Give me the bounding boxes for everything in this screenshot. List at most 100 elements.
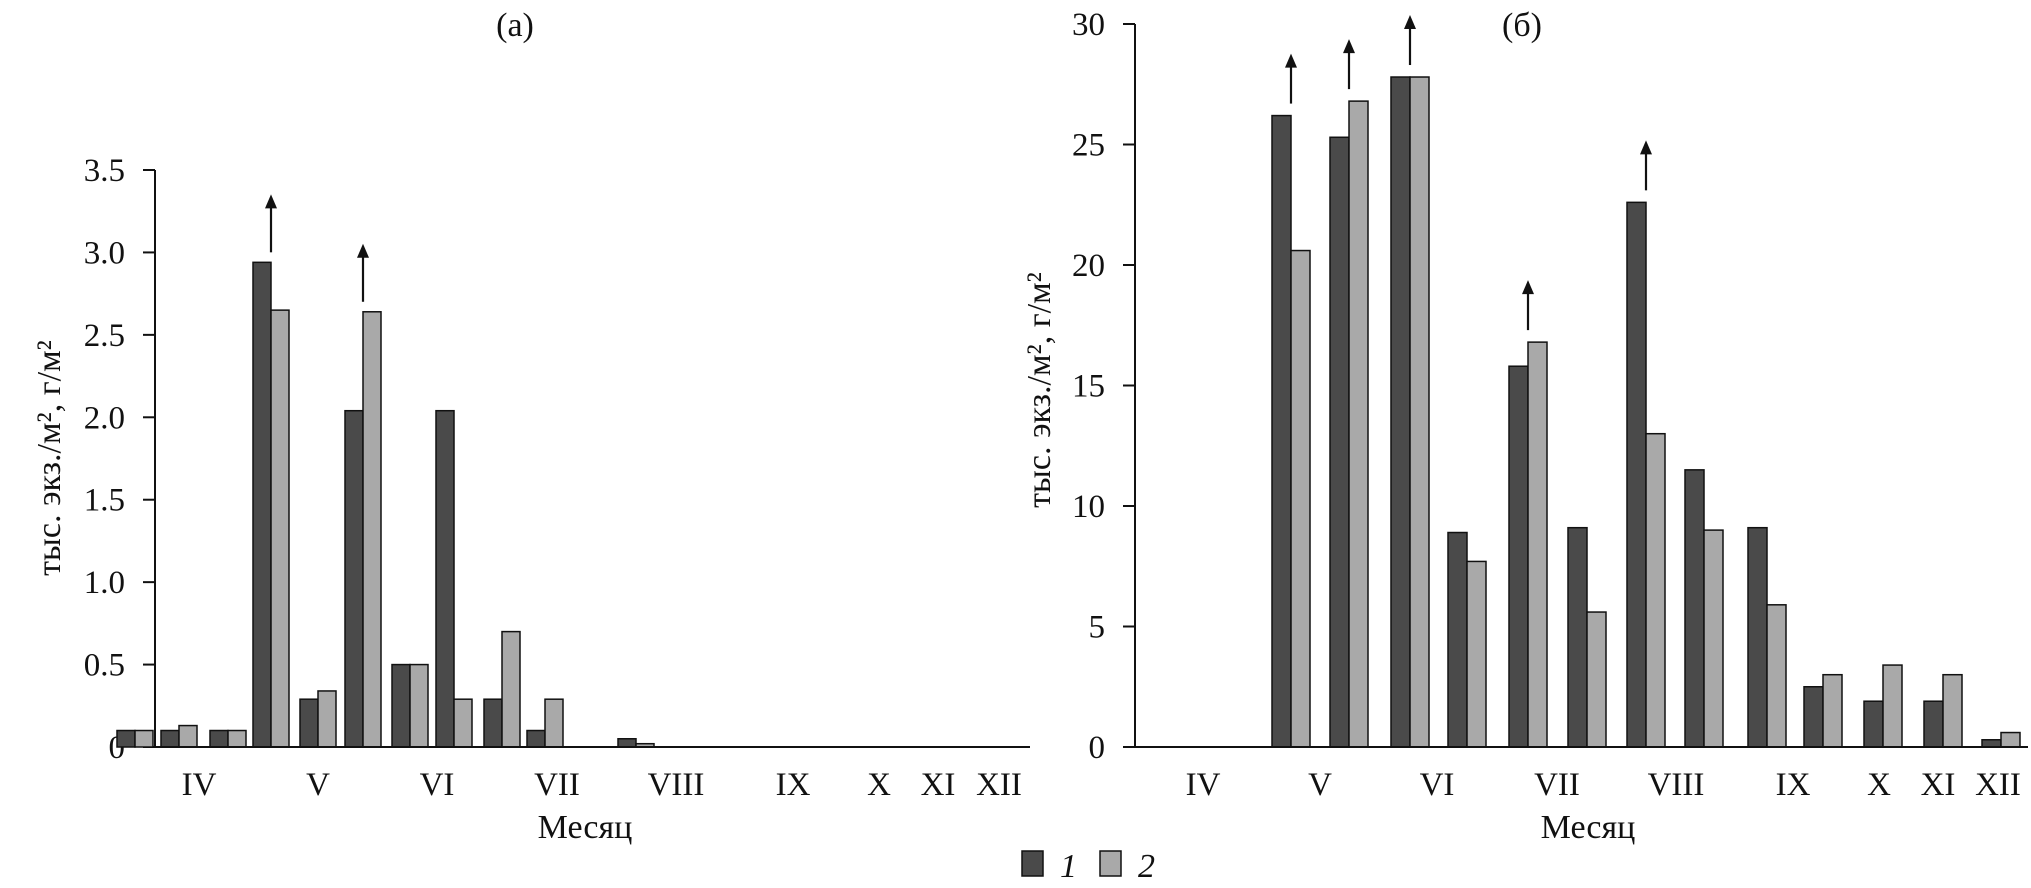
y-tick-label: 3.0 [84,235,125,271]
panel-a-arrows [265,194,369,302]
x-tick-label: VI [1420,767,1455,803]
bar-series-2 [1645,432,1666,748]
panel-b-arrows [1285,15,1652,331]
x-tick-label: VII [534,767,580,803]
x-tick-label: VIII [1648,767,1705,803]
y-tick-label: 2.5 [84,318,125,354]
x-tick-label: IV [1186,767,1221,803]
y-tick-label: 3.5 [84,153,125,189]
bar-series-1 [1981,739,2002,748]
bar-series-1 [1447,531,1468,748]
bar-series-2 [1466,560,1487,748]
y-tick-label: 0.5 [84,648,125,684]
bar-series-1 [1390,76,1411,748]
bar-series-1 [1747,526,1768,748]
bar-series-1 [1329,136,1350,748]
panel-a-x-axis-label: Месяц [538,809,633,846]
bar-series-1 [209,729,229,748]
y-tick-label: 15 [1072,369,1105,405]
bar-series-2 [317,690,337,748]
bar-series-1 [1863,700,1884,748]
bar-series-1 [1684,469,1705,748]
arrow-head [1343,39,1355,54]
y-tick-label: 2.0 [84,400,125,436]
y-tick-label: 1.5 [84,483,125,519]
panel-b-title: (б) [1502,7,1542,44]
arrow-head [265,194,277,209]
y-tick-label: 10 [1072,489,1105,525]
x-tick-label: V [306,767,330,803]
y-tick-label: 5 [1089,610,1106,646]
x-tick-label: VII [1534,767,1580,803]
bar-series-2 [2000,731,2021,748]
bar-series-2 [134,729,154,748]
bar-series-2 [1882,664,1903,748]
panel-a-y-axis-label: тыс. экз./м², г/м² [31,340,68,576]
bar-series-2 [409,663,429,748]
panel-a-x-axis-ticks: IV V VI VII VIII IX X XI XII [182,767,1022,803]
bar-series-2 [178,724,198,748]
arrow-head [357,243,369,258]
chart-panel-b: (б) 0 5 10 15 20 25 30 IV V VI VII VIII IX X XI XII Ме… [1021,7,2028,846]
bar-series-2 [1586,611,1607,748]
bar-series-2 [1766,604,1787,748]
x-tick-label: XI [1921,767,1956,803]
panel-a-y-axis-ticks: 00.51.01.52.02.53.03.5 [84,153,155,766]
arrow-head [1640,140,1652,155]
bar-series-1 [299,698,319,748]
bar-series-2 [544,698,564,748]
x-tick-label: VI [420,767,455,803]
bar-series-1 [1803,686,1824,748]
y-tick-label: 0 [1089,730,1106,766]
panel-b-y-axis-ticks: 0 5 10 15 20 25 30 [1072,7,1135,766]
bar-series-1 [160,729,180,748]
bar-series-2 [1290,249,1311,748]
bar-series-2 [362,311,382,748]
bar-series-1 [1626,201,1647,748]
legend-swatch-series-1 [1021,850,1044,877]
x-tick-label: IX [1776,767,1811,803]
y-tick-label: 20 [1072,248,1105,284]
legend-label-series-1: 1 [1060,848,1077,885]
bar-series-1 [617,738,637,748]
x-tick-label: IV [182,767,217,803]
bar-series-1 [252,261,272,748]
bar-series-2 [1348,100,1369,748]
panel-a-title: (а) [496,7,534,44]
panel-b-bars [1271,76,2021,748]
panel-b-x-axis-label: Месяц [1541,809,1636,846]
bar-series-1 [1508,365,1529,748]
arrow-head [1522,280,1534,295]
bar-series-1 [435,409,455,748]
x-tick-label: VIII [648,767,705,803]
bar-series-2 [1703,529,1724,748]
bar-series-2 [1822,673,1843,748]
panel-a-bars [116,261,655,748]
y-tick-label: 30 [1072,7,1105,43]
arrow-head [1285,53,1297,68]
x-tick-label: IX [776,767,811,803]
bar-series-2 [270,309,290,748]
legend-swatch-series-2 [1099,850,1122,877]
bar-series-1 [483,698,503,748]
arrow-head [1404,15,1416,30]
x-tick-label: XII [976,767,1022,803]
bar-series-1 [391,663,411,748]
bar-series-1 [1271,114,1292,748]
bar-series-2 [1942,673,1963,748]
bar-series-1 [116,729,136,748]
x-tick-label: X [1867,767,1891,803]
bar-series-1 [1567,526,1588,748]
bar-series-2 [1527,341,1548,748]
legend-label-series-2: 2 [1138,848,1155,885]
panel-b-y-axis-label: тыс. экз./м², г/м² [1021,272,1058,508]
bar-series-1 [526,729,546,748]
chart-panel-a: (а) 00.51.01.52.02.53.03.5 IV V VI VII VIII I… [31,7,1030,846]
panel-b-x-axis-ticks: IV V VI VII VIII IX X XI XII [1186,767,2021,803]
x-tick-label: XI [921,767,956,803]
x-tick-label: X [867,767,891,803]
bar-series-2 [453,698,473,748]
x-tick-label: V [1308,767,1332,803]
bar-series-1 [1923,700,1944,748]
